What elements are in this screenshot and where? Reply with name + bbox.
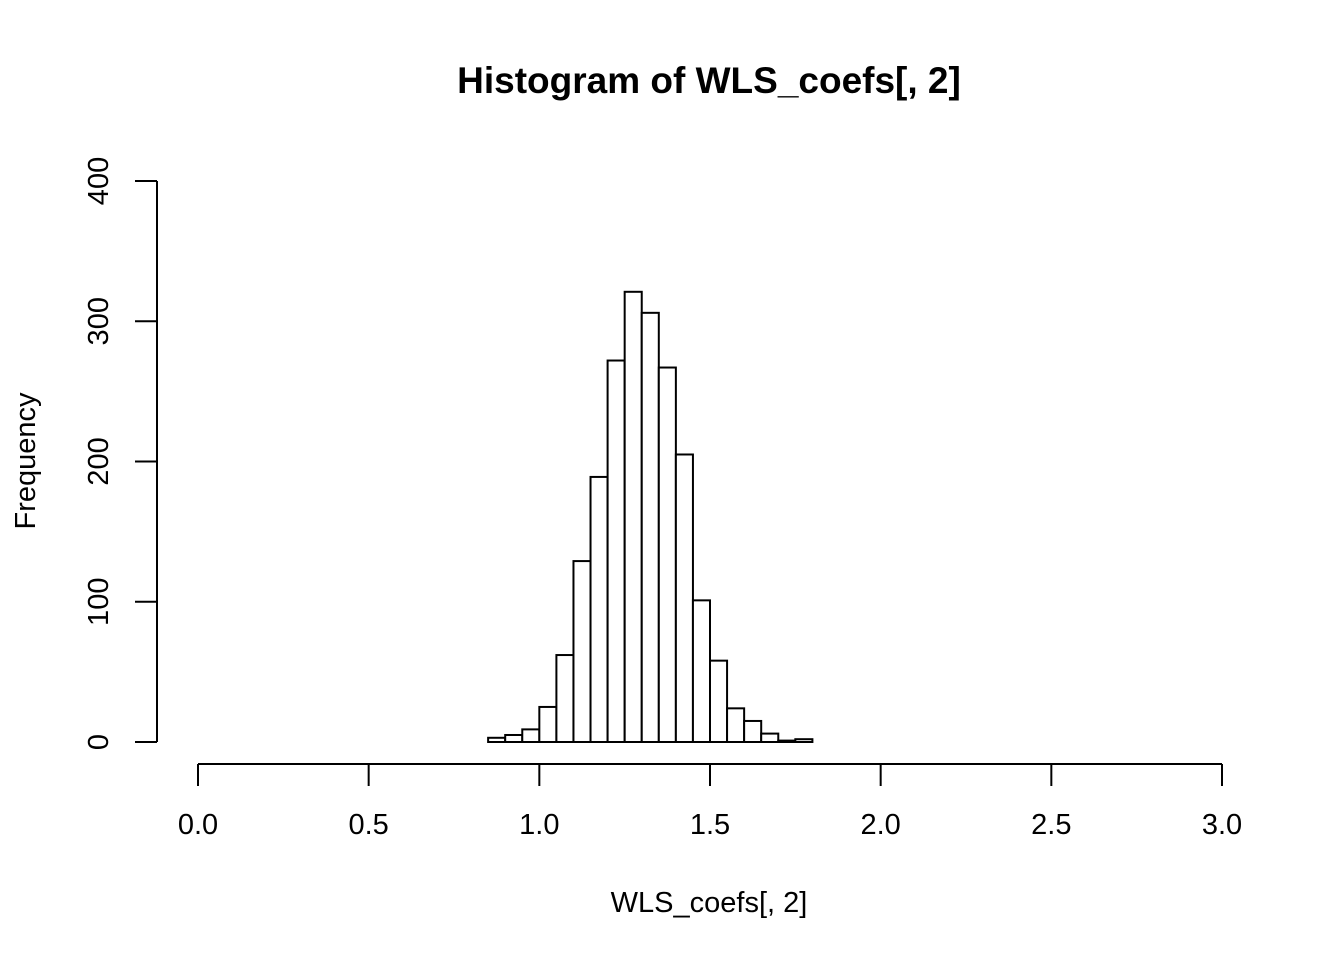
histogram-bar (674, 453, 694, 743)
histogram-bars (487, 290, 814, 744)
x-tick-label: 0.5 (349, 809, 389, 841)
x-axis-label: WLS_coefs[, 2] (611, 887, 808, 919)
histogram-bar (777, 739, 797, 743)
x-axis-ticks: 0.0 0.5 1.0 1.5 2.0 2.5 3.0 (178, 764, 1242, 841)
histogram-bar (623, 290, 643, 743)
histogram-bar (589, 475, 609, 743)
y-tick-label: 100 (83, 578, 115, 626)
histogram-bar (606, 359, 626, 743)
y-tick-label: 0 (83, 734, 115, 750)
histogram-bar (521, 728, 541, 744)
y-tick-label: 400 (83, 157, 115, 205)
histogram-bar (640, 311, 660, 743)
y-tick-label: 300 (83, 297, 115, 345)
histogram-bar (504, 733, 524, 743)
histogram-bar (538, 705, 558, 744)
histogram-bar (487, 736, 507, 743)
x-tick-label: 2.5 (1031, 809, 1071, 841)
y-axis-ticks: 0 100 200 300 400 (83, 157, 157, 750)
x-tick-label: 3.0 (1202, 809, 1242, 841)
x-tick-label: 1.5 (690, 809, 730, 841)
x-tick-label: 1.0 (519, 809, 559, 841)
y-tick-label: 200 (83, 437, 115, 485)
histogram-bar (555, 654, 575, 743)
histogram-bar (709, 659, 729, 744)
histogram-bar (794, 738, 814, 744)
histogram-bar (657, 366, 677, 743)
histogram-bar (572, 560, 592, 744)
histogram-bar (743, 719, 763, 744)
x-tick-label: 0.0 (178, 809, 218, 841)
chart-title: Histogram of WLS_coefs[, 2] (457, 60, 961, 101)
x-tick-label: 2.0 (861, 809, 901, 841)
histogram-bar (760, 732, 780, 744)
histogram-bar (691, 599, 711, 743)
y-axis-label: Frequency (10, 392, 42, 530)
histogram-bar (726, 707, 746, 744)
